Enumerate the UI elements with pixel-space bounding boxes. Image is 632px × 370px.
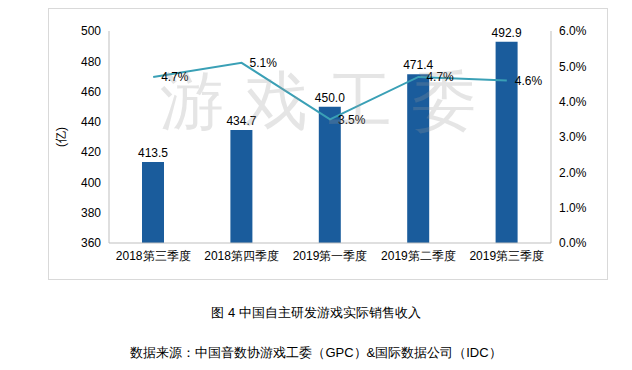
svg-text:4.7%: 4.7% [426, 70, 454, 84]
svg-text:3.5%: 3.5% [338, 113, 366, 127]
svg-text:450.0: 450.0 [315, 91, 345, 105]
svg-text:5.0%: 5.0% [559, 60, 587, 74]
svg-text:413.5: 413.5 [138, 146, 168, 160]
svg-text:2019第三季度: 2019第三季度 [469, 249, 544, 263]
svg-text:2019第二季度: 2019第二季度 [381, 249, 456, 263]
svg-text:4.0%: 4.0% [559, 95, 587, 109]
svg-text:2018第三季度: 2018第三季度 [116, 249, 191, 263]
svg-text:460: 460 [81, 85, 101, 99]
svg-text:4.6%: 4.6% [515, 74, 543, 88]
svg-text:380: 380 [81, 206, 101, 220]
svg-text:0.0%: 0.0% [559, 236, 587, 250]
svg-text:500: 500 [81, 24, 101, 38]
svg-text:2018第四季度: 2018第四季度 [204, 249, 279, 263]
svg-text:400: 400 [81, 176, 101, 190]
svg-text:1.0%: 1.0% [559, 201, 587, 215]
svg-text:4.7%: 4.7% [161, 70, 189, 84]
svg-text:440: 440 [81, 115, 101, 129]
svg-text:5.1%: 5.1% [250, 56, 278, 70]
svg-text:480: 480 [81, 55, 101, 69]
svg-text:420: 420 [81, 145, 101, 159]
svg-text:2019第一季度: 2019第一季度 [293, 249, 368, 263]
svg-text:492.9: 492.9 [492, 26, 522, 40]
svg-text:434.7: 434.7 [226, 114, 256, 128]
svg-text:2.0%: 2.0% [559, 166, 587, 180]
svg-text:(亿): (亿) [54, 127, 68, 147]
svg-text:360: 360 [81, 236, 101, 250]
svg-text:6.0%: 6.0% [559, 24, 587, 38]
svg-text:3.0%: 3.0% [559, 130, 587, 144]
